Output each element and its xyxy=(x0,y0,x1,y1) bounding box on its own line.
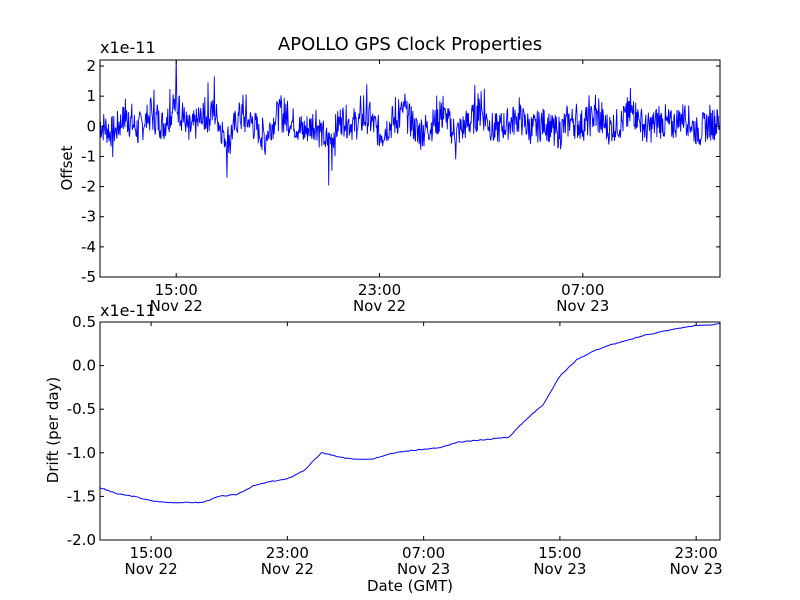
top-y-tick-label: 2 xyxy=(86,57,96,75)
bottom-y-tick-label: -1.0 xyxy=(67,444,96,462)
bottom-x-tick-date: Nov 23 xyxy=(533,560,586,578)
top-y-tick-label: -5 xyxy=(81,268,96,286)
top-x-tick-date: Nov 22 xyxy=(353,297,406,315)
bottom-y-tick-label: 0.5 xyxy=(72,313,96,331)
top-x-tick-time: 15:00 xyxy=(155,281,198,299)
top-y-tick-label: -4 xyxy=(81,238,96,256)
top-x-tick-time: 23:00 xyxy=(358,281,401,299)
bottom-x-tick-date: Nov 23 xyxy=(670,560,723,578)
bottom-x-tick-time: 15:00 xyxy=(129,544,172,562)
top-series-line-0 xyxy=(100,60,720,186)
bottom-y-scale-label: x1e-11 xyxy=(100,301,156,320)
top-x-tick-time: 07:00 xyxy=(561,281,604,299)
bottom-x-tick-date: Nov 22 xyxy=(125,560,178,578)
top-x-tick-date: Nov 23 xyxy=(556,297,609,315)
top-y-tick-label: 0 xyxy=(86,117,96,135)
top-y-tick-label: -1 xyxy=(81,147,96,165)
top-plot-frame xyxy=(99,59,721,278)
bottom-x-tick-date: Nov 22 xyxy=(261,560,314,578)
bottom-y-tick-label: -2.0 xyxy=(67,531,96,549)
top-y-scale-label: x1e-11 xyxy=(100,38,156,57)
bottom-series-line-0 xyxy=(100,323,720,504)
chart-title: APOLLO GPS Clock Properties xyxy=(278,34,542,55)
bottom-plot-frame xyxy=(99,321,721,541)
bottom-x-tick-date: Nov 23 xyxy=(397,560,450,578)
top-y-tick-label: -2 xyxy=(81,178,96,196)
bottom-y-tick-label: -0.5 xyxy=(67,400,96,418)
top-y-tick-label: 1 xyxy=(86,87,96,105)
bottom-x-tick-time: 23:00 xyxy=(675,544,718,562)
x-axis-label: Date (GMT) xyxy=(367,577,453,595)
bottom-x-tick-time: 23:00 xyxy=(266,544,309,562)
bottom-y-tick-label: 0.0 xyxy=(72,357,96,375)
top-x-tick-date: Nov 22 xyxy=(150,297,203,315)
bottom-y-tick-label: -1.5 xyxy=(67,487,96,505)
bottom-x-tick-time: 07:00 xyxy=(402,544,445,562)
top-y-tick-label: -3 xyxy=(81,208,96,226)
top-y-axis-label: Offset xyxy=(58,145,76,190)
bottom-x-tick-time: 15:00 xyxy=(538,544,581,562)
bottom-y-axis-label: Drift (per day) xyxy=(44,377,62,484)
